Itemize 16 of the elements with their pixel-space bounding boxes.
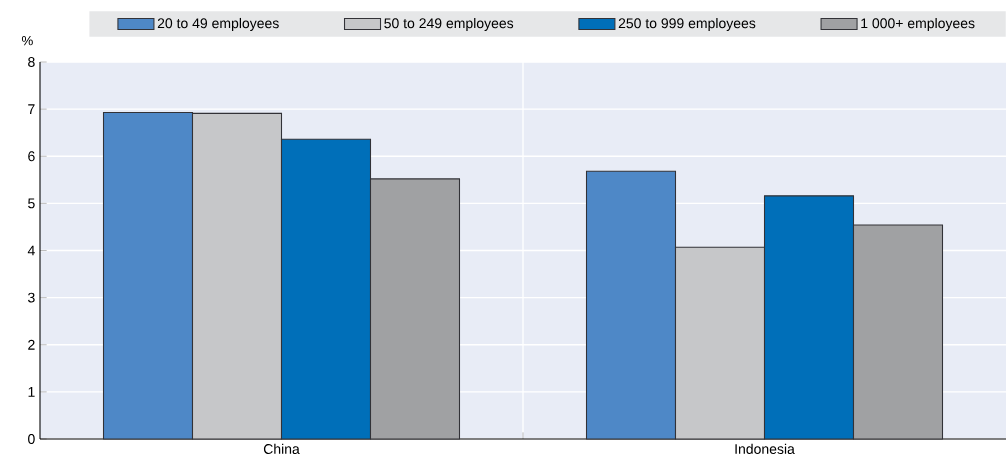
y-axis-title: %	[21, 35, 33, 46]
y-tick-label: 5	[28, 198, 35, 209]
legend-label: 50 to 249 employees	[384, 17, 514, 31]
y-tick-label: 4	[27, 245, 35, 256]
legend-label: 20 to 49 employees	[157, 17, 279, 31]
x-tick-label: China	[263, 443, 300, 454]
y-tick-label: 8	[28, 57, 35, 67]
y-tick-label: 1	[28, 387, 35, 397]
legend-label: 250 to 999 employees	[618, 17, 756, 31]
y-tick-label: 3	[28, 292, 35, 303]
y-tick-label: 7	[28, 104, 35, 114]
y-tick-label: 2	[28, 339, 35, 350]
x-tick-label: Indonesia	[735, 443, 795, 454]
y-tick-label: 6	[28, 151, 35, 162]
y-tick-label: 0	[28, 434, 35, 444]
legend-label: 1 000+ employees	[861, 17, 975, 31]
